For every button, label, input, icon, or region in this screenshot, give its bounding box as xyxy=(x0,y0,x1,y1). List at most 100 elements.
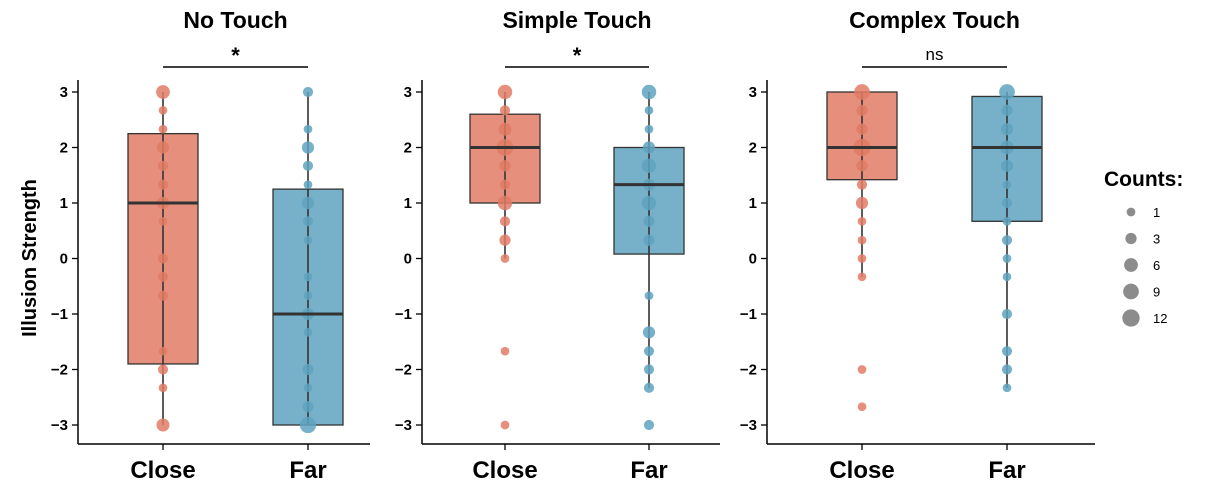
data-point xyxy=(1001,364,1013,375)
box-far xyxy=(613,84,685,431)
data-point xyxy=(643,364,655,375)
data-point xyxy=(157,179,169,190)
data-point xyxy=(303,383,313,393)
data-point xyxy=(303,272,313,282)
x-tick-label-far: Far xyxy=(988,457,1025,482)
data-point xyxy=(1002,272,1012,282)
y-tick-label: −1 xyxy=(395,306,412,323)
data-point xyxy=(1002,254,1012,263)
legend-swatch xyxy=(1122,309,1140,327)
data-point xyxy=(856,104,868,116)
legend-label: 1 xyxy=(1153,205,1160,220)
data-point xyxy=(1001,197,1013,209)
data-point xyxy=(857,235,867,245)
data-point xyxy=(303,124,313,134)
data-point xyxy=(643,346,655,357)
y-tick-label: 2 xyxy=(749,140,757,157)
data-point xyxy=(157,253,169,264)
data-point xyxy=(302,363,314,376)
box-far xyxy=(272,86,344,434)
data-point xyxy=(499,105,511,116)
y-tick-label: 3 xyxy=(749,84,757,101)
legend-swatch xyxy=(1126,207,1136,217)
data-point xyxy=(857,365,867,374)
data-point xyxy=(303,180,313,190)
data-point xyxy=(500,254,510,263)
data-point xyxy=(857,272,867,282)
panel-complex-touch: Complex Touch ns 3 2 1 0 −1 −2 −3 Close Far xyxy=(740,7,1095,482)
y-tick-label: 1 xyxy=(404,195,412,212)
data-point xyxy=(499,160,511,172)
data-point xyxy=(641,195,657,211)
y-tick-label: −3 xyxy=(51,417,68,434)
y-axis-label: Illusion Strength xyxy=(19,179,41,337)
data-point xyxy=(1002,383,1012,393)
data-point xyxy=(157,364,169,375)
data-point xyxy=(857,254,867,263)
box-close xyxy=(826,84,898,412)
data-point xyxy=(302,216,314,227)
data-point xyxy=(641,158,657,174)
legend-label: 12 xyxy=(1153,311,1167,326)
y-tick-label: −2 xyxy=(51,362,68,379)
data-point xyxy=(302,86,314,98)
significance-label: * xyxy=(231,43,240,68)
panel-title: Simple Touch xyxy=(502,7,651,33)
data-point xyxy=(644,105,654,115)
data-point xyxy=(854,84,870,100)
y-tick-label: −3 xyxy=(395,417,412,434)
data-point xyxy=(156,418,170,432)
data-point xyxy=(643,234,655,246)
y-tick-label: 3 xyxy=(60,84,68,101)
data-point xyxy=(299,416,317,434)
significance-label: ns xyxy=(926,45,944,64)
y-tick-label: 2 xyxy=(60,140,68,157)
data-point xyxy=(303,235,313,245)
y-tick-label: −1 xyxy=(740,306,757,323)
y-tick-label: 1 xyxy=(749,195,757,212)
data-point xyxy=(856,179,868,190)
data-point xyxy=(500,346,510,356)
data-point xyxy=(1001,235,1013,246)
y-tick-label: 1 xyxy=(60,195,68,212)
data-point xyxy=(158,105,168,115)
data-point xyxy=(856,160,868,172)
x-tick-label-close: Close xyxy=(130,457,195,482)
data-point xyxy=(1002,216,1012,226)
legend-swatch xyxy=(1125,232,1137,245)
data-point xyxy=(856,123,868,135)
data-point xyxy=(303,327,313,337)
data-point xyxy=(857,216,867,226)
box-far xyxy=(971,84,1043,393)
data-point xyxy=(157,160,169,171)
data-point xyxy=(497,84,513,100)
data-point xyxy=(499,234,511,246)
data-point xyxy=(158,346,168,356)
data-point xyxy=(158,383,168,393)
y-tick-label: −1 xyxy=(51,306,68,323)
data-point xyxy=(642,141,656,154)
data-point xyxy=(641,84,657,100)
data-point xyxy=(499,179,511,190)
legend-swatch xyxy=(1124,258,1138,272)
data-point xyxy=(1002,180,1012,190)
data-point xyxy=(497,195,513,211)
y-tick-label: 2 xyxy=(404,140,412,157)
data-point xyxy=(301,141,315,154)
box-close xyxy=(127,85,199,432)
data-point xyxy=(157,271,169,282)
legend-label: 3 xyxy=(1153,232,1160,247)
data-point xyxy=(499,216,511,227)
data-point xyxy=(642,326,656,339)
data-point xyxy=(644,124,654,134)
data-point xyxy=(302,160,314,171)
panel-title: No Touch xyxy=(183,7,287,33)
y-tick-label: 0 xyxy=(60,251,68,268)
y-tick-label: −2 xyxy=(740,362,757,379)
data-point xyxy=(158,216,168,226)
data-point xyxy=(498,122,512,136)
data-point xyxy=(158,124,168,134)
data-point xyxy=(643,419,655,431)
data-point xyxy=(643,382,655,393)
